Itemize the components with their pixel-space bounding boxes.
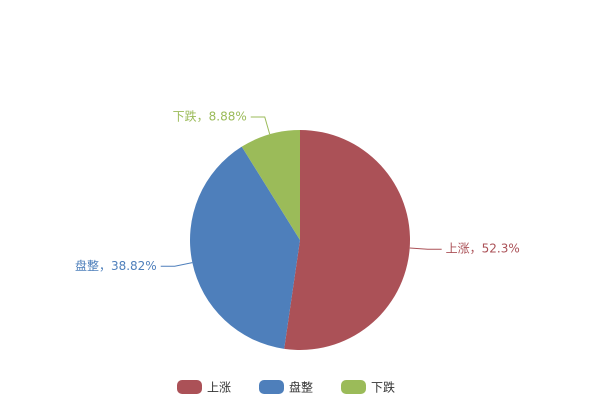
label-line xyxy=(250,116,271,135)
data-label: 盘整，38.82% xyxy=(75,258,157,273)
legend-label: 下跌 xyxy=(371,380,395,395)
legend-label: 盘整 xyxy=(289,380,313,395)
pie-slice xyxy=(241,130,300,240)
pie-slice xyxy=(284,130,411,350)
data-label: 上涨，52.3% xyxy=(446,241,520,256)
label-line xyxy=(409,247,442,250)
legend-label: 上涨 xyxy=(207,380,231,395)
legend-swatch xyxy=(177,380,202,394)
legend-swatch xyxy=(259,380,284,394)
legend-swatch xyxy=(341,380,366,394)
pie-slice xyxy=(190,146,300,349)
data-label: 下跌，8.88% xyxy=(173,108,247,123)
label-line xyxy=(160,262,193,267)
